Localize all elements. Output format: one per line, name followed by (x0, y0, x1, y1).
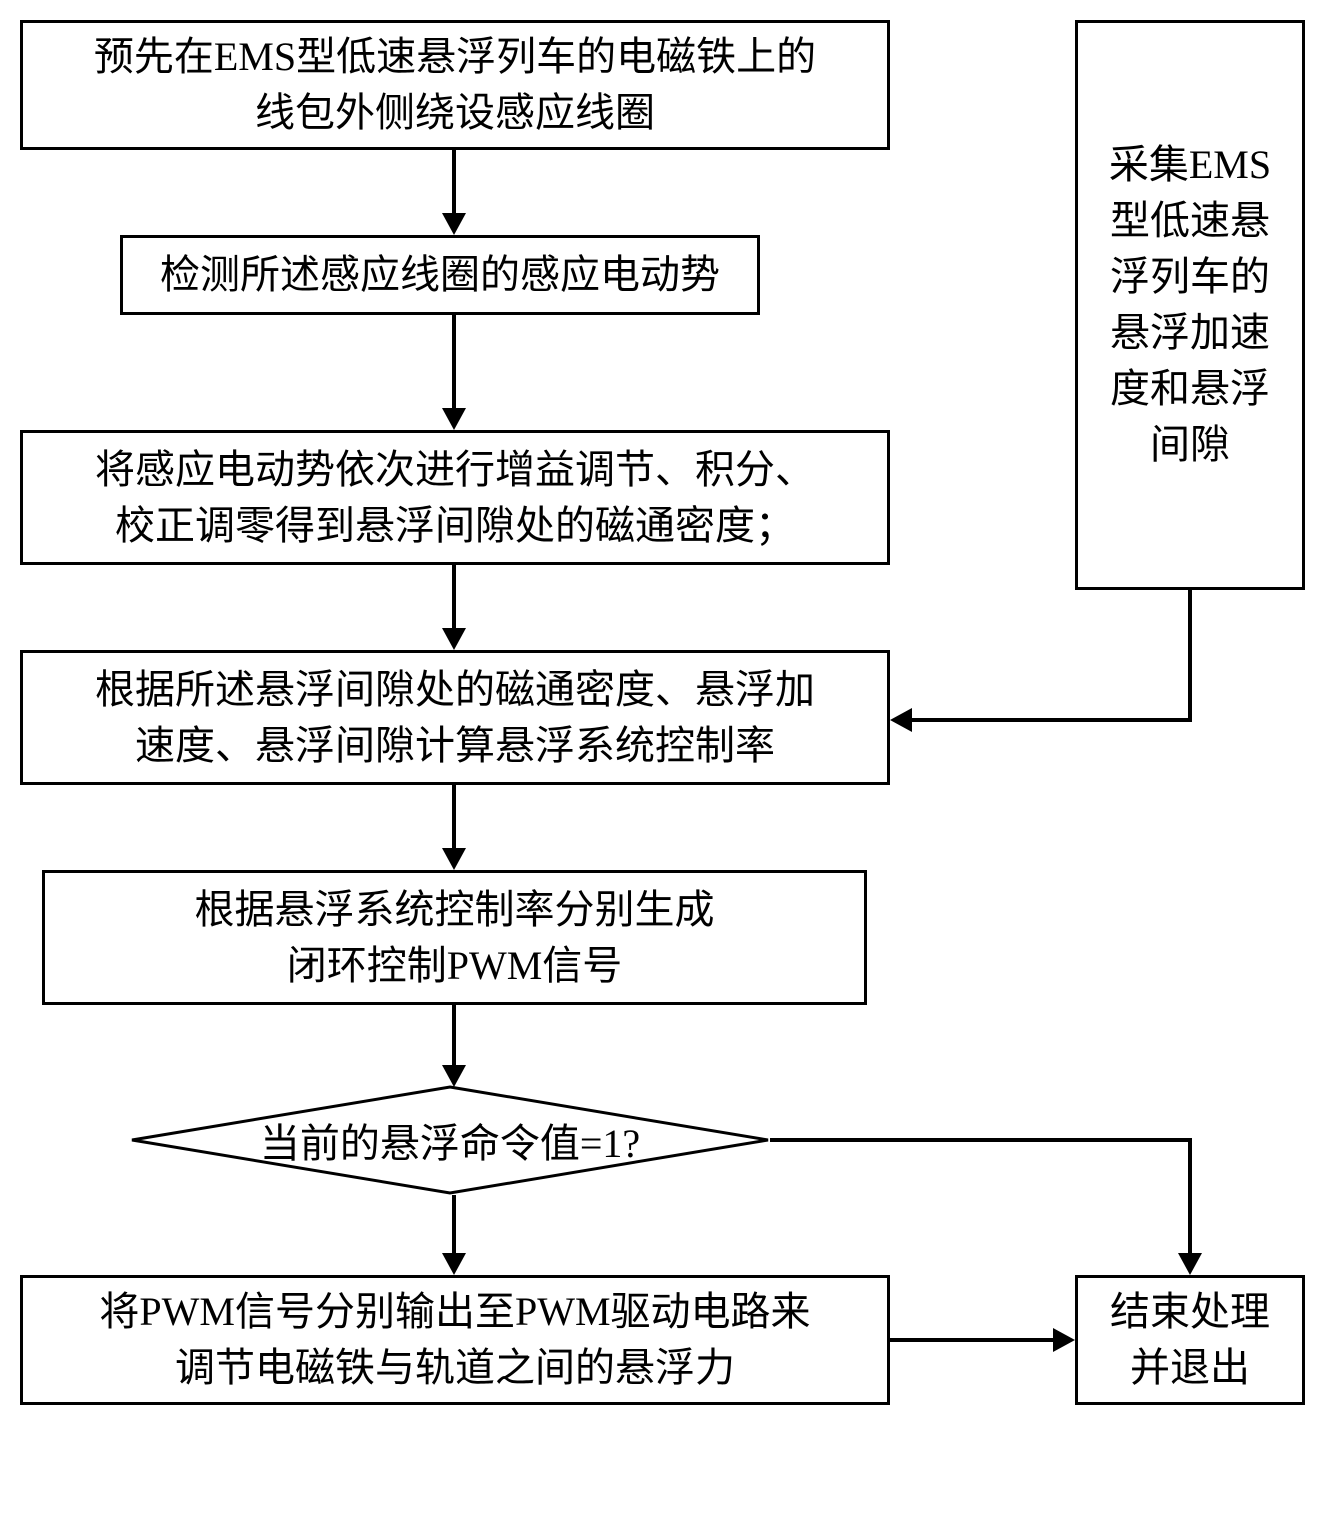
arrow-connector (1188, 1138, 1192, 1255)
arrow-head (442, 628, 466, 650)
flowchart-box-6: 将PWM信号分别输出至PWM驱动电路来调节电磁铁与轨道之间的悬浮力 (20, 1275, 890, 1405)
arrow-connector (890, 1338, 1055, 1342)
arrow-head (890, 708, 912, 732)
arrow-connector (452, 1195, 456, 1255)
flowchart-box-4: 根据所述悬浮间隙处的磁通密度、悬浮加速度、悬浮间隙计算悬浮系统控制率 (20, 650, 890, 785)
flowchart-endbox: 结束处理并退出 (1075, 1275, 1305, 1405)
decision-text: 当前的悬浮命令值=1? (260, 1111, 640, 1169)
flowchart-decision: 当前的悬浮命令值=1? (130, 1085, 770, 1195)
flowchart-box-2: 检测所述感应线圈的感应电动势 (120, 235, 760, 315)
sidebox-text: 采集EMS型低速悬浮列车的悬浮加速度和悬浮间隙 (1109, 137, 1271, 473)
arrow-connector (452, 785, 456, 850)
arrow-connector (452, 150, 456, 215)
arrow-connector (452, 315, 456, 410)
box2-text: 检测所述感应线圈的感应电动势 (160, 247, 720, 303)
box1-text: 预先在EMS型低速悬浮列车的电磁铁上的线包外侧绕设感应线圈 (94, 29, 816, 141)
arrow-connector (912, 718, 1192, 722)
arrow-head (442, 408, 466, 430)
arrow-head (442, 848, 466, 870)
arrow-connector (1188, 590, 1192, 720)
endbox-text: 结束处理并退出 (1110, 1284, 1270, 1396)
box3-text: 将感应电动势依次进行增益调节、积分、校正调零得到悬浮间隙处的磁通密度； (95, 442, 815, 554)
flowchart-sidebox: 采集EMS型低速悬浮列车的悬浮加速度和悬浮间隙 (1075, 20, 1305, 590)
arrow-head (442, 1065, 466, 1087)
box6-text: 将PWM信号分别输出至PWM驱动电路来调节电磁铁与轨道之间的悬浮力 (99, 1284, 810, 1396)
flowchart-box-3: 将感应电动势依次进行增益调节、积分、校正调零得到悬浮间隙处的磁通密度； (20, 430, 890, 565)
arrow-connector (452, 565, 456, 630)
arrow-head (1178, 1253, 1202, 1275)
flowchart-box-5: 根据悬浮系统控制率分别生成闭环控制PWM信号 (42, 870, 867, 1005)
flowchart-box-1: 预先在EMS型低速悬浮列车的电磁铁上的线包外侧绕设感应线圈 (20, 20, 890, 150)
arrow-connector (452, 1005, 456, 1067)
box4-text: 根据所述悬浮间隙处的磁通密度、悬浮加速度、悬浮间隙计算悬浮系统控制率 (95, 662, 815, 774)
arrow-connector (770, 1138, 1192, 1142)
arrow-head (1053, 1328, 1075, 1352)
arrow-head (442, 1253, 466, 1275)
arrow-head (442, 213, 466, 235)
box5-text: 根据悬浮系统控制率分别生成闭环控制PWM信号 (195, 882, 715, 994)
